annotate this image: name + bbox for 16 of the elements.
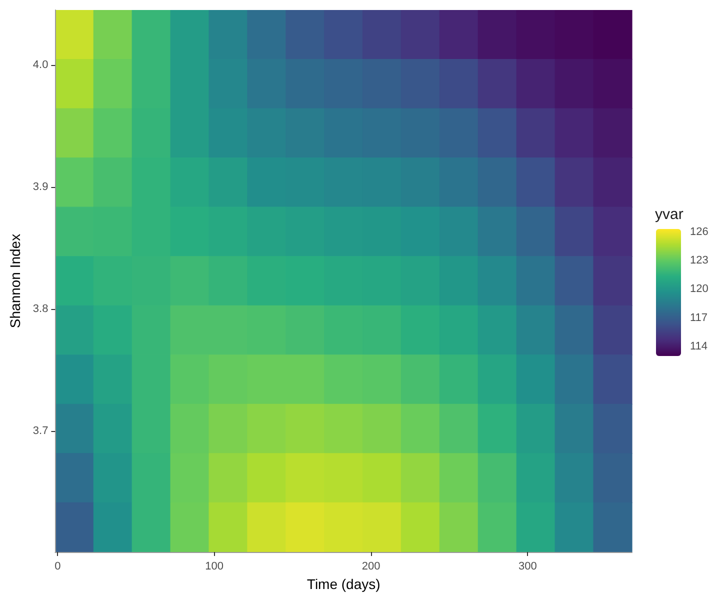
y-axis-title: Shannon Index bbox=[7, 234, 23, 328]
x-tick-label: 300 bbox=[518, 560, 537, 572]
y-tick-label: 4.0 bbox=[32, 58, 48, 71]
y-tick-label: 3.8 bbox=[32, 303, 48, 316]
x-tick-label: 100 bbox=[205, 560, 224, 572]
x-tick-label: 200 bbox=[362, 560, 380, 572]
color-bar-label: 114 bbox=[690, 340, 708, 352]
color-bar-label: 126 bbox=[690, 226, 708, 238]
x-axis-title: Time (days) bbox=[306, 576, 380, 592]
color-bar-label: 120 bbox=[690, 283, 708, 296]
color-bar-title: yvar bbox=[655, 206, 684, 223]
color-bar-label: 117 bbox=[690, 312, 708, 324]
y-tick-label: 3.7 bbox=[32, 425, 48, 438]
color-bar-label: 123 bbox=[690, 254, 708, 267]
y-tick-label: 3.9 bbox=[32, 181, 48, 194]
x-tick-label: 0 bbox=[54, 560, 61, 572]
